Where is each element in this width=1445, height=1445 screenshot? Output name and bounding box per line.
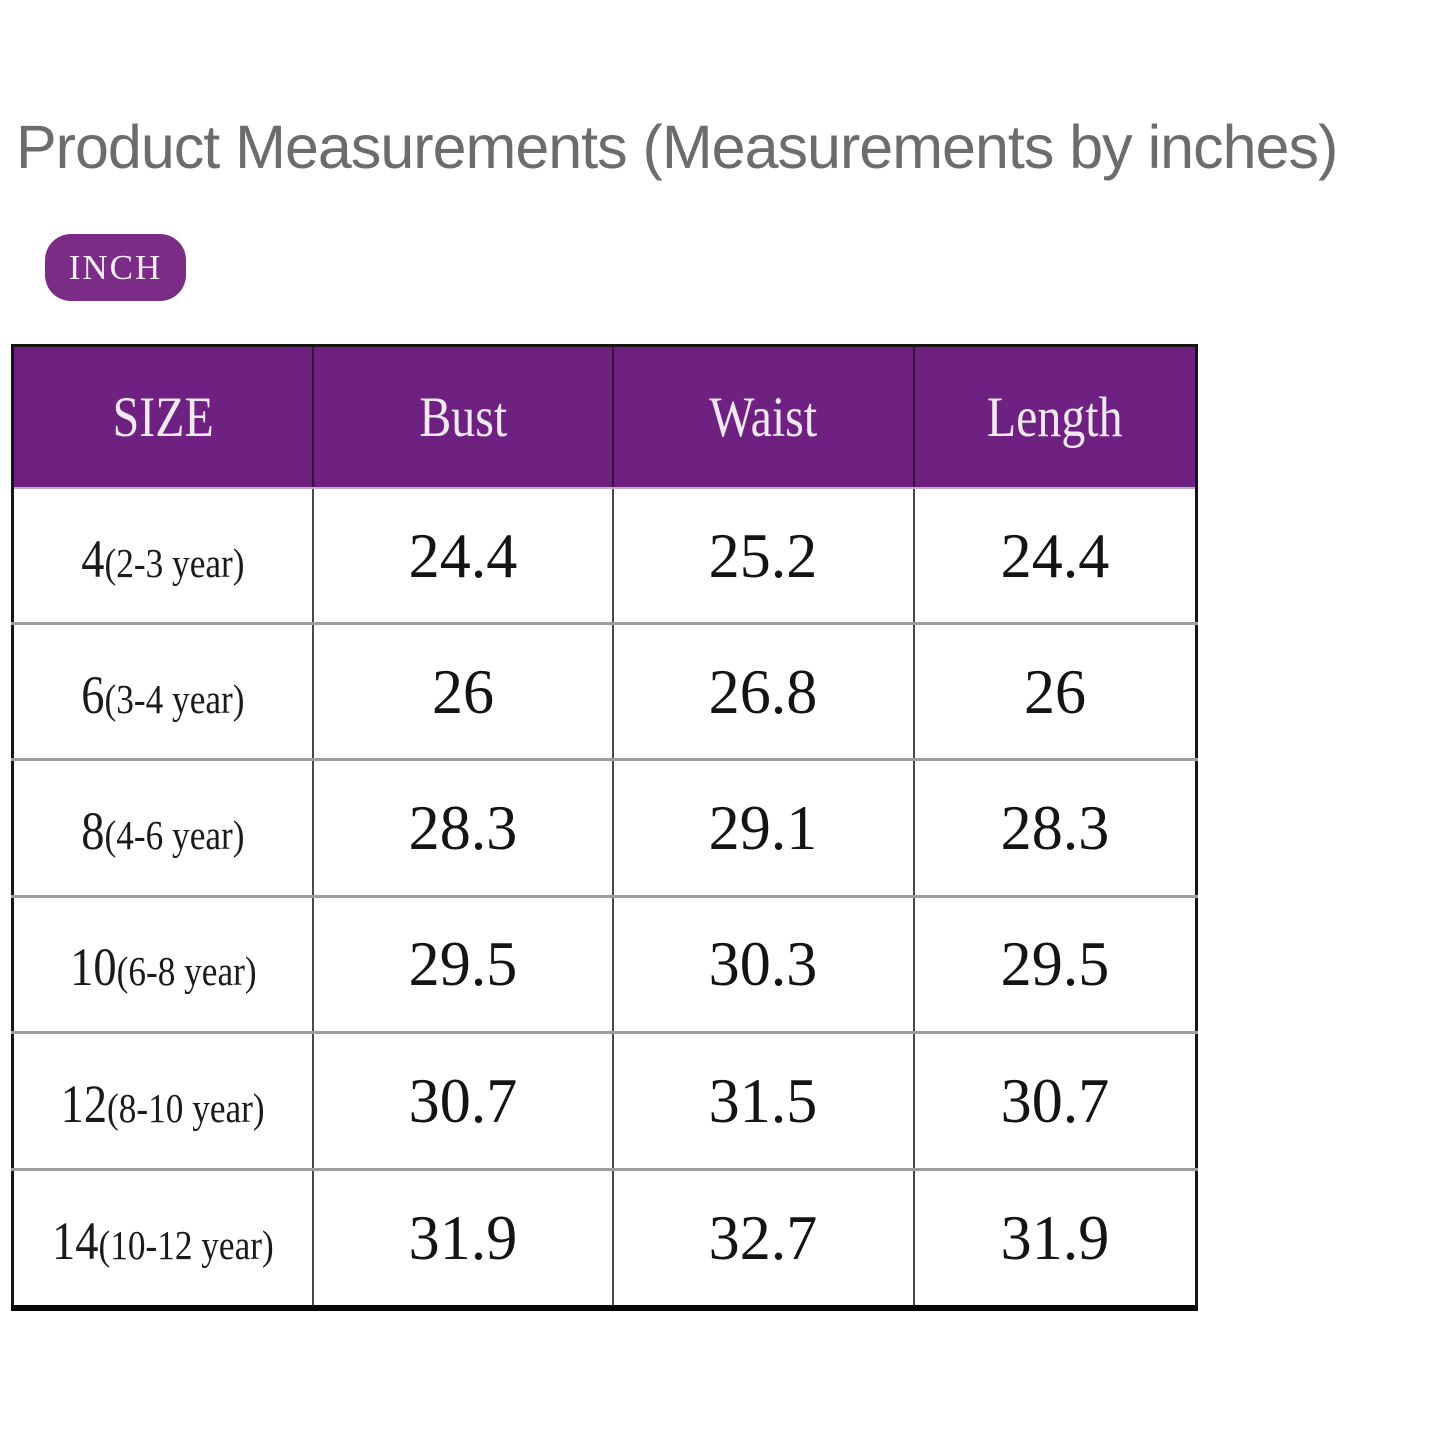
size-age-range: (4-6 year) <box>104 812 245 859</box>
header-label-bust: Bust <box>419 385 507 449</box>
length-cell: 28.3 <box>912 758 1197 897</box>
table-row-size-6: 6(3-4 year) 26 26.8 26 <box>12 622 1197 760</box>
table-header-row: SIZE Bust Waist Length <box>12 345 1197 489</box>
header-label-size: SIZE <box>112 385 214 449</box>
size-label: 6(3-4 year) <box>82 655 245 729</box>
size-cell: 6(3-4 year) <box>12 622 314 760</box>
bust-value: 31.9 <box>408 1201 518 1273</box>
waist-cell: 32.7 <box>611 1167 914 1308</box>
length-value: 31.9 <box>1000 1201 1110 1273</box>
size-measurements-table: SIZE Bust Waist Length 4(2-3 year) 24.4 … <box>11 344 1198 1311</box>
size-age-range: (2-3 year) <box>104 539 245 586</box>
length-cell: 26 <box>912 622 1197 760</box>
waist-value: 32.7 <box>708 1201 818 1273</box>
waist-value: 31.5 <box>708 1064 818 1136</box>
header-label-length: Length <box>986 385 1123 449</box>
inch-unit-badge-label: INCH <box>68 247 163 287</box>
size-cell: 8(4-6 year) <box>12 758 314 897</box>
length-value: 30.7 <box>1000 1064 1110 1136</box>
table-row-size-14: 14(10-12 year) 31.9 32.7 31.9 <box>12 1167 1197 1308</box>
size-label: 12(8-10 year) <box>61 1064 265 1138</box>
length-value: 28.3 <box>1000 792 1110 864</box>
bust-cell: 31.9 <box>312 1167 613 1308</box>
size-number: 12 <box>61 1073 108 1134</box>
waist-cell: 30.3 <box>611 894 914 1033</box>
table-row-size-12: 12(8-10 year) 30.7 31.5 30.7 <box>12 1031 1197 1170</box>
waist-value: 30.3 <box>708 928 818 1000</box>
size-cell: 12(8-10 year) <box>12 1031 314 1170</box>
waist-value: 25.2 <box>708 519 818 591</box>
page-title: Product Measurements (Measurements by in… <box>16 113 1338 181</box>
bust-cell: 29.5 <box>312 894 613 1033</box>
size-label: 8(4-6 year) <box>82 791 245 865</box>
bust-cell: 24.4 <box>312 488 613 624</box>
size-age-range: (10-12 year) <box>98 1221 274 1268</box>
bust-value: 26 <box>431 655 495 727</box>
table-row-size-4: 4(2-3 year) 24.4 25.2 24.4 <box>12 488 1197 624</box>
bust-value: 30.7 <box>408 1064 518 1136</box>
header-label-waist: Waist <box>709 385 818 449</box>
size-number: 14 <box>52 1210 99 1271</box>
header-cell-length: Length <box>912 345 1197 489</box>
length-cell: 31.9 <box>912 1167 1197 1308</box>
waist-cell: 26.8 <box>611 622 914 760</box>
waist-value: 29.1 <box>708 792 818 864</box>
size-number: 6 <box>81 664 105 725</box>
waist-cell: 31.5 <box>611 1031 914 1170</box>
size-label: 14(10-12 year) <box>52 1201 274 1275</box>
size-number: 10 <box>69 937 117 998</box>
size-age-range: (8-10 year) <box>107 1084 266 1131</box>
size-cell: 10(6-8 year) <box>12 894 314 1033</box>
waist-cell: 25.2 <box>611 488 914 624</box>
inch-unit-badge: INCH <box>45 234 186 301</box>
bust-cell: 26 <box>312 622 613 760</box>
waist-value: 26.8 <box>708 655 818 727</box>
size-cell: 4(2-3 year) <box>12 488 314 624</box>
size-age-range: (3-4 year) <box>104 675 245 722</box>
length-value: 24.4 <box>1000 519 1110 591</box>
bust-cell: 30.7 <box>312 1031 613 1170</box>
size-number: 4 <box>81 528 105 589</box>
length-cell: 24.4 <box>912 488 1197 624</box>
header-cell-waist: Waist <box>611 345 914 489</box>
bust-value: 28.3 <box>408 792 518 864</box>
header-cell-bust: Bust <box>312 345 613 489</box>
length-value: 26 <box>1023 655 1086 727</box>
header-cell-size: SIZE <box>12 345 314 489</box>
length-value: 29.5 <box>1000 928 1110 1000</box>
size-age-range: (6-8 year) <box>116 948 257 995</box>
size-label: 10(6-8 year) <box>70 927 256 1001</box>
waist-cell: 29.1 <box>611 758 914 897</box>
size-label: 4(2-3 year) <box>82 519 245 593</box>
size-cell: 14(10-12 year) <box>12 1167 314 1308</box>
length-cell: 30.7 <box>912 1031 1197 1170</box>
length-cell: 29.5 <box>912 894 1197 1033</box>
table-row-size-8: 8(4-6 year) 28.3 29.1 28.3 <box>12 758 1197 897</box>
bust-value: 24.4 <box>408 519 518 591</box>
size-number: 8 <box>81 801 105 862</box>
bust-cell: 28.3 <box>312 758 613 897</box>
bust-value: 29.5 <box>408 928 518 1000</box>
table-row-size-10: 10(6-8 year) 29.5 30.3 29.5 <box>12 894 1197 1033</box>
